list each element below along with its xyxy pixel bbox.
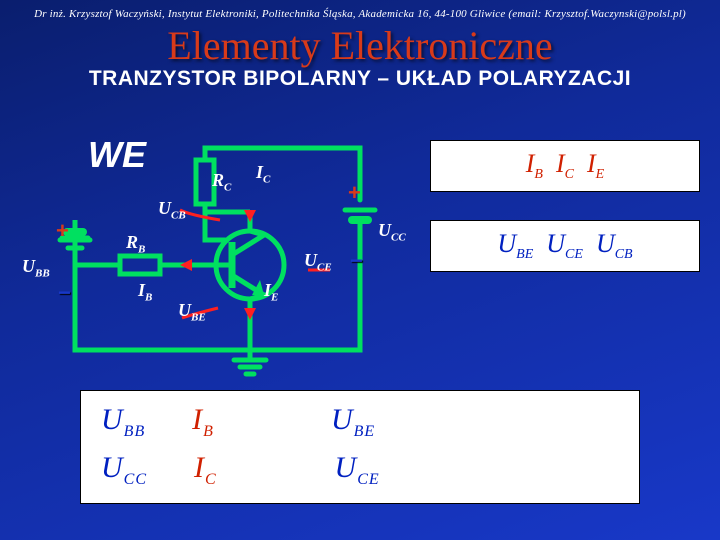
label-ube: UBE — [178, 300, 206, 324]
label-ib: IB — [138, 280, 152, 304]
ubb-plus-icon: + — [56, 218, 69, 244]
variable-boxes: IB, IC, IE UBE, UCE, UCB — [430, 140, 700, 300]
label-uce: UCE — [304, 250, 332, 274]
equation-2: UCC = IC · RC + UCE — [101, 451, 619, 489]
label-ucb: UCB — [158, 198, 186, 222]
equation-1: UBB = IB · RB + UBE — [101, 403, 619, 441]
we-label: WE — [88, 134, 146, 176]
page-subtitle: TRANZYSTOR BIPOLARNY – UKŁAD POLARYZACJI — [0, 67, 720, 91]
ucc-plus-icon: + — [348, 180, 361, 206]
label-ucc: UCC — [378, 220, 406, 244]
ubb-minus-icon: − — [58, 280, 71, 306]
currents-box: IB, IC, IE — [430, 140, 700, 192]
label-ie: IE — [264, 280, 278, 304]
header-credit: Dr inż. Krzysztof Waczyński, Instytut El… — [0, 0, 720, 20]
circuit-diagram: WE — [20, 120, 420, 380]
voltages-box: UBE, UCE, UCB — [430, 220, 700, 272]
label-rc: RC — [212, 170, 231, 194]
label-rb: RB — [126, 232, 145, 256]
ucc-minus-icon: − — [350, 248, 363, 274]
label-ic: IC — [256, 162, 270, 186]
content-row: WE — [0, 120, 720, 380]
page-title: Elementy Elektroniczne — [0, 22, 720, 69]
equations-box: UBB = IB · RB + UBE UCC = IC · RC + UCE — [80, 390, 640, 504]
label-ubb: UBB — [22, 256, 50, 280]
